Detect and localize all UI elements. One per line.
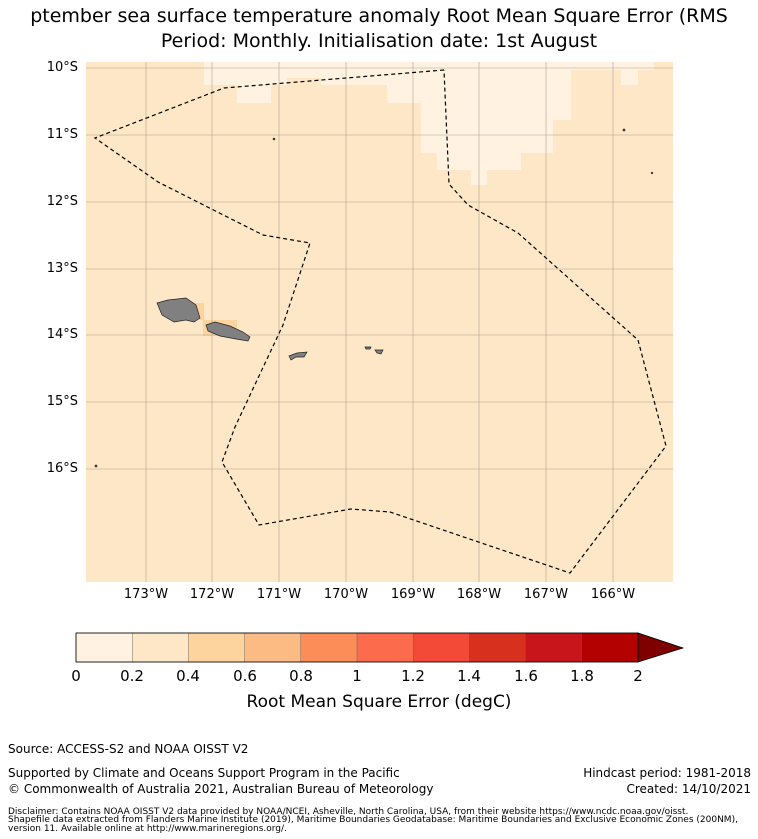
islet-2 xyxy=(622,128,626,132)
colorbar-cell xyxy=(413,632,471,663)
colorbar xyxy=(75,632,685,663)
source-text: Source: ACCESS-S2 and NOAA OISST V2 xyxy=(8,742,249,756)
colorbar-cell xyxy=(75,632,133,663)
colorbar-tick: 2 xyxy=(633,667,643,685)
islet-3 xyxy=(650,171,654,175)
created-text: Created: 14/10/2021 xyxy=(626,782,751,796)
map-panel xyxy=(86,62,673,582)
colorbar-tick: 1.4 xyxy=(457,667,481,685)
lon-label: 171°W xyxy=(256,587,302,602)
colorbar-cell xyxy=(188,632,246,663)
lat-label: 15°S xyxy=(46,394,78,409)
manua-island-2 xyxy=(374,349,384,355)
supported-text: Supported by Climate and Oceans Support … xyxy=(8,766,400,780)
colorbar-tick: 0.2 xyxy=(120,667,144,685)
colorbar-tick: 1.8 xyxy=(570,667,594,685)
lat-label: 16°S xyxy=(46,461,78,476)
lat-label: 10°S xyxy=(46,60,78,75)
eez-boundary-west xyxy=(93,69,667,574)
islet-1 xyxy=(272,137,276,141)
lon-label: 172°W xyxy=(189,587,235,602)
colorbar-tick: 0.4 xyxy=(176,667,200,685)
hindcast-text: Hindcast period: 1981-2018 xyxy=(583,766,751,780)
upolu-island xyxy=(205,321,251,342)
manua-island-1 xyxy=(364,346,372,350)
islet-4 xyxy=(94,464,98,468)
lat-label: 11°S xyxy=(46,127,78,142)
low-rmse-patches xyxy=(204,62,654,185)
colorbar-tick: 0.8 xyxy=(289,667,313,685)
disclaimer-line-1: Disclaimer: Contains NOAA OISST V2 data … xyxy=(8,807,689,817)
colorbar-cell xyxy=(581,632,639,663)
chart-title-line-2: Period: Monthly. Initialisation date: 1s… xyxy=(160,30,598,52)
colorbar-cell xyxy=(131,632,190,663)
map-background xyxy=(86,62,673,582)
lon-label: 170°W xyxy=(323,587,369,602)
colorbar-cell xyxy=(356,632,414,663)
graticule xyxy=(86,62,673,582)
lon-label: 167°W xyxy=(523,587,569,602)
colorbar-cells xyxy=(75,632,639,663)
colorbar-cell xyxy=(244,632,302,663)
colorbar-tick: 1.2 xyxy=(401,667,425,685)
colorbar-extend-arrow xyxy=(637,632,685,663)
colorbar-cell xyxy=(469,632,527,663)
colorbar-cell xyxy=(300,632,358,663)
lon-label: 173°W xyxy=(123,587,169,602)
lat-label: 13°S xyxy=(46,261,78,276)
colorbar-outline xyxy=(75,632,639,663)
lon-label: 166°W xyxy=(590,587,636,602)
colorbar-tick: 0 xyxy=(71,667,81,685)
disclaimer-line-3: version 11. Available online at http://w… xyxy=(8,824,287,834)
lat-label: 12°S xyxy=(46,194,78,209)
lon-label: 168°W xyxy=(456,587,502,602)
tutuila-island xyxy=(288,351,308,361)
chart-title-line-1: ptember sea surface temperature anomaly … xyxy=(30,5,728,27)
colorbar-cell xyxy=(525,632,583,663)
land-masses xyxy=(94,128,654,468)
savaii-island xyxy=(156,297,201,323)
disclaimer-line-2: Shapefile data extracted from Flanders M… xyxy=(8,815,738,825)
colorbar-tick: 1.6 xyxy=(514,667,538,685)
copyright-text: © Commonwealth of Australia 2021, Austra… xyxy=(8,782,434,796)
colorbar-tick: 0.6 xyxy=(233,667,257,685)
colorbar-tick: 1 xyxy=(352,667,362,685)
lon-label: 169°W xyxy=(390,587,436,602)
colorbar-label: Root Mean Square Error (degC) xyxy=(246,692,512,712)
lat-label: 14°S xyxy=(46,327,78,342)
